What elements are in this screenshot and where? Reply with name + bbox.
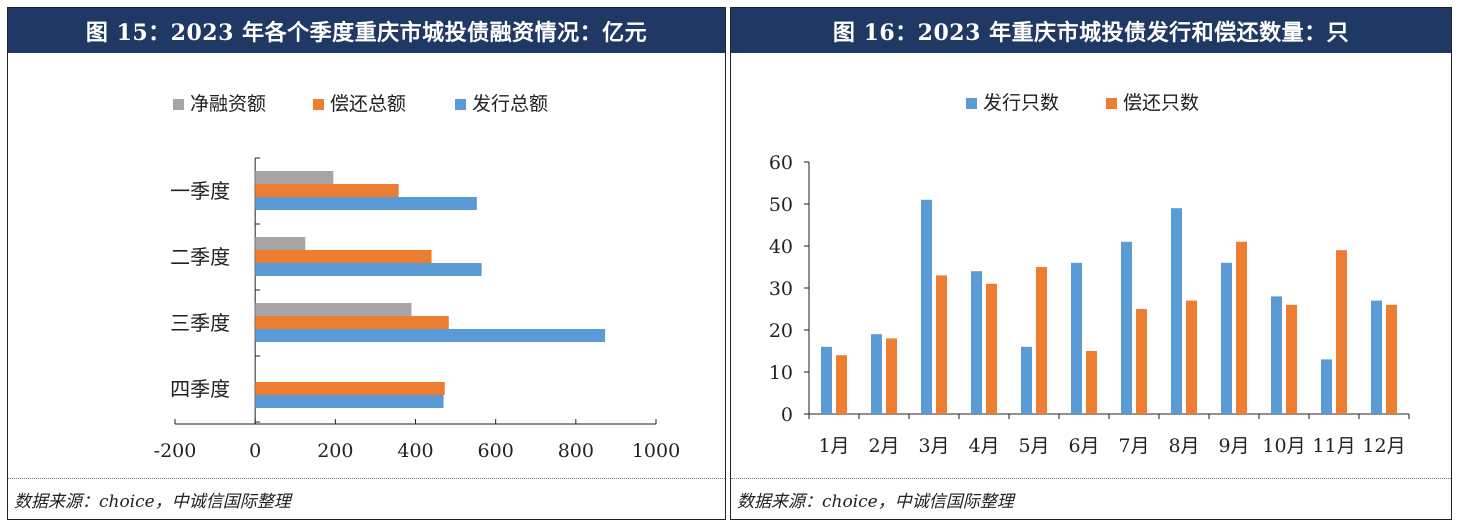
- bar: [1036, 267, 1047, 414]
- legend-swatch: [313, 99, 324, 110]
- bar: [1321, 359, 1332, 414]
- bar: [836, 355, 847, 414]
- right-source-note: 数据来源：choice，中诚信国际整理: [731, 478, 1451, 519]
- bar: [1021, 346, 1032, 414]
- category-label: 四季度: [170, 377, 230, 401]
- y-tick-label: 20: [769, 320, 793, 342]
- bar: [986, 283, 997, 414]
- bar: [255, 171, 334, 184]
- category-label: 10月: [1262, 435, 1305, 457]
- bar: [1186, 300, 1197, 414]
- bar: [1086, 351, 1097, 414]
- bar: [255, 263, 482, 276]
- category-label: 7月: [1118, 435, 1149, 457]
- x-tick-label: -200: [154, 440, 197, 462]
- monthly-count-chart: 发行只数 偿还只数 0 10 20 30 40 50 60 1月 2月 3月 4月 5月 6月 7月 8月 9月 1…: [769, 92, 1410, 457]
- legend-label: 发行只数: [983, 92, 1059, 114]
- bar: [1371, 300, 1382, 414]
- x-tick-label: 800: [558, 440, 594, 462]
- left-chart-title: 图 15：2023 年各个季度重庆市城投债融资情况：亿元: [8, 8, 725, 53]
- y-tick-label: 10: [769, 362, 793, 384]
- category-label: 1月: [818, 435, 849, 457]
- x-tick-label: 1000: [632, 440, 680, 462]
- category-label: 8月: [1168, 435, 1199, 457]
- y-tick-label: 50: [769, 194, 793, 216]
- bar: [255, 197, 477, 210]
- bar: [1121, 241, 1132, 414]
- bar: [255, 316, 449, 329]
- bar: [255, 303, 412, 316]
- bar: [886, 338, 897, 414]
- bar: [1236, 241, 1247, 414]
- bar: [255, 395, 444, 408]
- legend-swatch: [455, 99, 466, 110]
- bar: [971, 271, 982, 414]
- bar: [255, 329, 606, 342]
- category-label: 5月: [1018, 435, 1049, 457]
- bar: [921, 199, 932, 414]
- category-label: 4月: [968, 435, 999, 457]
- category-label: 一季度: [170, 179, 230, 203]
- right-chart-title: 图 16：2023 年重庆市城投债发行和偿还数量：只: [731, 8, 1451, 53]
- category-label: 11月: [1312, 435, 1355, 457]
- bar: [1071, 262, 1082, 414]
- category-label: 6月: [1068, 435, 1099, 457]
- bar: [255, 382, 445, 395]
- category-label: 2月: [868, 435, 899, 457]
- bar: [1286, 304, 1297, 414]
- legend-label: 偿还总额: [330, 93, 406, 115]
- legend-label: 净融资额: [190, 93, 266, 115]
- category-label: 三季度: [170, 311, 230, 335]
- bar: [255, 250, 432, 263]
- y-tick-label: 0: [781, 404, 793, 426]
- category-label: 9月: [1218, 435, 1249, 457]
- legend-label: 偿还只数: [1123, 92, 1199, 114]
- bar: [871, 334, 882, 414]
- y-tick-label: 30: [769, 278, 793, 300]
- category-label: 12月: [1362, 435, 1405, 457]
- bar: [1336, 250, 1347, 414]
- bar: [1386, 304, 1397, 414]
- x-tick-label: 200: [317, 440, 353, 462]
- category-label: 二季度: [170, 245, 230, 269]
- bar: [1271, 296, 1282, 414]
- category-label: 3月: [918, 435, 949, 457]
- legend-swatch: [966, 98, 977, 109]
- left-chart-panel: 图 15：2023 年各个季度重庆市城投债融资情况：亿元 净融资额 偿还总额 发行总…: [7, 7, 726, 520]
- x-tick-label: 0: [249, 440, 261, 462]
- x-tick-label: 400: [397, 440, 433, 462]
- y-tick-label: 60: [769, 152, 793, 174]
- bar: [821, 346, 832, 414]
- bar: [1171, 208, 1182, 414]
- bar: [936, 275, 947, 414]
- legend-swatch: [1106, 98, 1117, 109]
- left-source-note: 数据来源：choice，中诚信国际整理: [8, 478, 725, 519]
- legend-swatch: [173, 99, 184, 110]
- right-chart-panel: 图 16：2023 年重庆市城投债发行和偿还数量：只 发行只数 偿还只数 0 10 20…: [730, 7, 1452, 520]
- legend-label: 发行总额: [472, 93, 548, 115]
- y-tick-label: 40: [769, 236, 793, 258]
- bar: [255, 184, 399, 197]
- quarterly-financing-chart: 净融资额 偿还总额 发行总额 -200 0 200 400 600 800 1000 一季度二季度三…: [154, 93, 681, 462]
- bar: [1221, 262, 1232, 414]
- x-tick-label: 600: [478, 440, 514, 462]
- bar: [1136, 309, 1147, 414]
- bar: [255, 237, 306, 250]
